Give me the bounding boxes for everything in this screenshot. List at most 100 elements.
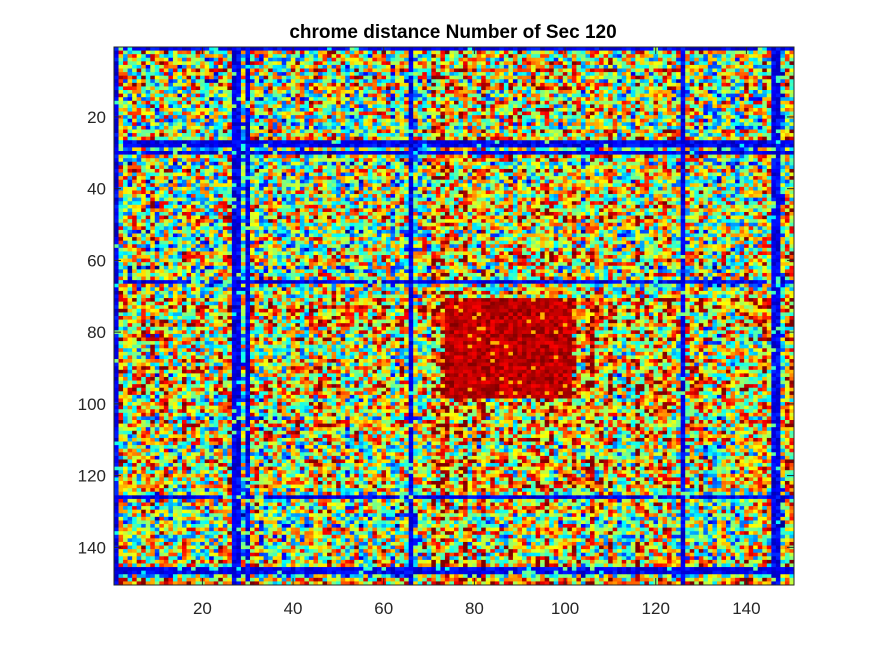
heatmap-cell (177, 97, 183, 102)
heatmap-cell (784, 57, 790, 62)
heatmap-cell (163, 154, 169, 159)
heatmap-cell (662, 104, 668, 109)
heatmap-cell (114, 118, 119, 123)
heatmap-cell (784, 125, 790, 130)
heatmap-cell (399, 97, 405, 102)
heatmap-cell (481, 118, 487, 123)
heatmap-cell (499, 161, 505, 166)
heatmap-cell (114, 97, 119, 102)
heatmap-cell (676, 61, 682, 66)
heatmap-cell (689, 54, 695, 59)
heatmap-cell (163, 133, 169, 138)
heatmap-cell (304, 72, 310, 77)
heatmap-cell (630, 100, 636, 105)
heatmap-cell (558, 50, 564, 55)
heatmap-cell (503, 50, 509, 55)
heatmap-cell (127, 100, 133, 105)
heatmap-cell (422, 111, 428, 116)
heatmap-cell (231, 68, 237, 73)
heatmap-cell (617, 93, 623, 98)
heatmap-cell (662, 125, 668, 130)
heatmap-cell (123, 161, 128, 166)
heatmap-cell (435, 90, 441, 94)
heatmap-cell (789, 147, 795, 152)
heatmap-cell (735, 93, 740, 98)
heatmap-cell (694, 64, 700, 69)
heatmap-cell (653, 147, 659, 152)
heatmap-cell (648, 104, 654, 109)
heatmap-cell (286, 140, 292, 145)
heatmap-cell (304, 143, 310, 148)
heatmap-cell (658, 61, 663, 66)
heatmap-cell (299, 107, 305, 112)
heatmap-cell (535, 115, 541, 120)
heatmap-cell (290, 68, 296, 73)
heatmap-cell (617, 104, 623, 109)
heatmap-cell (340, 47, 346, 51)
heatmap-cell (308, 125, 314, 130)
heatmap-cell (780, 118, 786, 123)
heatmap-cell (503, 75, 509, 80)
heatmap-cell (204, 129, 210, 134)
heatmap-cell (281, 154, 287, 159)
heatmap-cell (141, 118, 147, 123)
heatmap-cell (417, 79, 423, 84)
heatmap-cell (630, 118, 636, 123)
heatmap-cell (245, 61, 251, 66)
heatmap-cell (726, 97, 731, 102)
heatmap-cell (240, 140, 246, 145)
heatmap-cell (159, 90, 165, 94)
heatmap-cell (599, 90, 604, 94)
heatmap-cell (503, 64, 509, 69)
heatmap-cell (358, 90, 364, 94)
heatmap-cell (386, 68, 391, 73)
heatmap-cell (780, 115, 786, 120)
heatmap-cell (608, 50, 614, 55)
heatmap-cell (676, 64, 682, 69)
heatmap-cell (440, 118, 446, 123)
heatmap-cell (200, 140, 206, 145)
heatmap-cell (367, 64, 373, 69)
heatmap-cell (630, 147, 636, 152)
heatmap-cell (594, 54, 600, 59)
heatmap-cell (766, 54, 772, 59)
heatmap-cell (784, 118, 790, 123)
heatmap-cell (331, 161, 337, 166)
heatmap-cell (404, 143, 410, 148)
heatmap-cell (186, 107, 192, 112)
heatmap-cell (322, 161, 328, 166)
heatmap-cell (748, 140, 754, 145)
heatmap-cell (381, 68, 387, 73)
heatmap-cell (503, 57, 509, 62)
heatmap-cell (340, 82, 346, 87)
heatmap-cell (580, 133, 586, 138)
heatmap-cell (517, 68, 523, 73)
heatmap-cell (449, 47, 455, 51)
heatmap-cell (290, 79, 296, 84)
heatmap-cell (771, 125, 777, 130)
heatmap-cell (676, 147, 682, 152)
heatmap-cell (150, 107, 156, 112)
heatmap-cell (127, 136, 133, 141)
heatmap-cell (213, 50, 219, 55)
heatmap-cell (694, 57, 700, 62)
heatmap-cell (413, 97, 419, 102)
heatmap-cell (644, 93, 650, 98)
heatmap-cell (494, 129, 500, 134)
heatmap-cell (182, 68, 187, 73)
heatmap-cell (490, 133, 496, 138)
heatmap-cell (667, 64, 672, 69)
heatmap-cell (585, 129, 591, 134)
heatmap-cell (662, 129, 668, 134)
heatmap-cell (775, 97, 781, 102)
heatmap-cell (231, 54, 237, 59)
heatmap-cell (481, 64, 487, 69)
heatmap-cell (503, 122, 509, 127)
heatmap-cell (327, 54, 332, 59)
heatmap-cell (503, 97, 509, 102)
heatmap-cell (748, 147, 754, 152)
heatmap-cell (694, 90, 700, 94)
heatmap-cell (780, 136, 786, 141)
heatmap-cell (522, 75, 527, 80)
heatmap-cell (236, 111, 242, 116)
